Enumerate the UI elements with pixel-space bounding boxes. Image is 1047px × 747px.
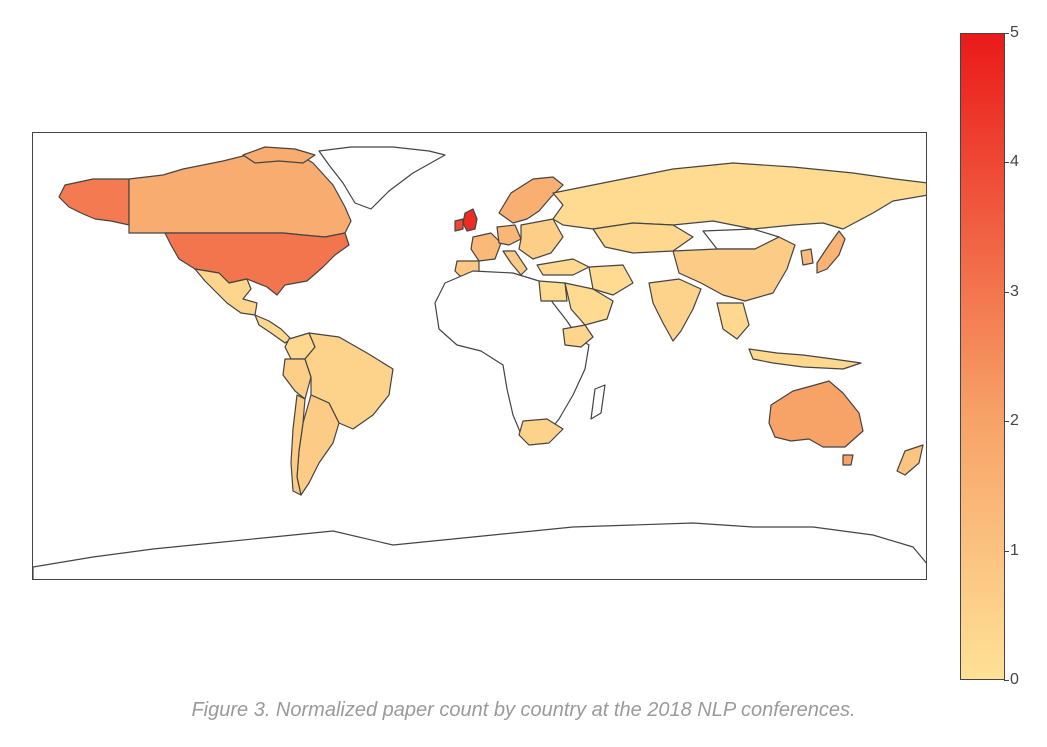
colorbar	[960, 33, 1005, 680]
country-iran[interactable]	[588, 264, 634, 296]
country-central-america[interactable]	[254, 314, 292, 344]
colorbar-tick-mark	[1004, 162, 1009, 164]
country-madagascar[interactable]	[590, 384, 606, 420]
colorbar-tick-label: 0	[1010, 671, 1019, 688]
country-germany[interactable]	[496, 224, 522, 246]
country-tasmania[interactable]	[842, 454, 854, 466]
colorbar-tick-label: 4	[1010, 153, 1019, 171]
country-new-zealand[interactable]	[896, 444, 924, 476]
colorbar-tick-label: 1	[1010, 541, 1019, 559]
country-eastern-europe[interactable]	[518, 218, 564, 260]
continent-antarctica[interactable]	[33, 522, 927, 580]
country-egypt[interactable]	[538, 280, 568, 302]
colorbar-tick-mark	[1004, 680, 1009, 681]
colorbar-tick-mark	[1004, 421, 1009, 423]
country-south-korea[interactable]	[800, 248, 814, 266]
colorbar-tick-label: 2	[1010, 412, 1019, 430]
country-italy[interactable]	[502, 250, 528, 276]
country-south-africa[interactable]	[518, 418, 564, 446]
country-saudi-arabia[interactable]	[564, 282, 614, 326]
country-united-kingdom[interactable]	[462, 208, 478, 232]
country-chile[interactable]	[290, 394, 306, 496]
country-france[interactable]	[470, 232, 502, 262]
country-brazil[interactable]	[304, 332, 394, 430]
colorbar-tick-mark	[1004, 291, 1009, 293]
country-kazakhstan[interactable]	[592, 222, 694, 254]
country-indonesia[interactable]	[748, 348, 862, 370]
colorbar-tick-label: 3	[1010, 282, 1019, 300]
world-map[interactable]	[32, 132, 927, 580]
figure-caption: Figure 3. Normalized paper count by coun…	[191, 699, 856, 721]
country-ireland[interactable]	[454, 218, 464, 232]
country-scandinavia[interactable]	[498, 176, 564, 224]
country-mexico[interactable]	[194, 268, 258, 316]
country-india[interactable]	[648, 278, 702, 342]
country-japan[interactable]	[816, 230, 846, 274]
colorbar-tick-mark	[1004, 550, 1009, 552]
colorbar-tick-label: 5	[1010, 24, 1019, 41]
country-canada[interactable]	[128, 150, 352, 238]
country-alaska[interactable]	[58, 178, 130, 226]
country-canada-islands[interactable]	[242, 146, 316, 164]
colorbar-tick-mark	[1004, 33, 1009, 34]
country-russia[interactable]	[552, 162, 927, 230]
country-china[interactable]	[672, 236, 796, 302]
country-turkey[interactable]	[536, 258, 590, 276]
country-southeast-asia[interactable]	[716, 302, 750, 340]
country-greenland[interactable]	[318, 146, 446, 210]
country-australia[interactable]	[768, 380, 864, 448]
choropleth-svg	[33, 146, 927, 580]
country-ethiopia[interactable]	[562, 324, 594, 348]
country-united-states[interactable]	[164, 232, 350, 296]
